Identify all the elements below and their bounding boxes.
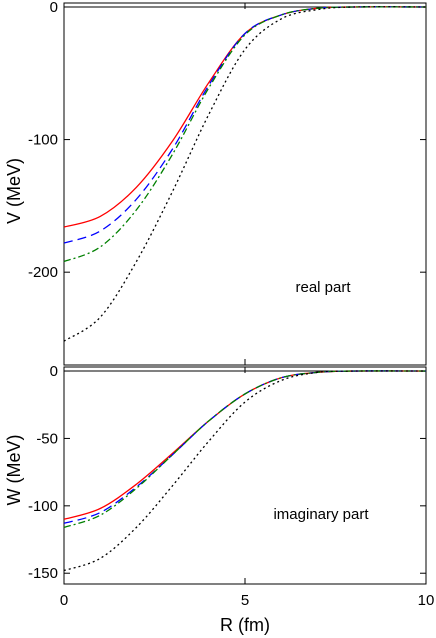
x-tick-label: 5: [241, 592, 249, 609]
y-tick-label: -100: [28, 498, 58, 515]
plot-frame: [63, 366, 427, 585]
y-tick-label: -150: [28, 565, 58, 582]
y-tick-label: 0: [50, 0, 58, 16]
y-tick-label: -200: [28, 264, 58, 281]
panel-annotation: imaginary part: [273, 506, 369, 523]
y-tick-label: -100: [28, 132, 58, 149]
x-tick-label: 10: [418, 592, 435, 609]
series-line-4: [63, 370, 427, 572]
series-line-1: [63, 6, 427, 228]
series-line-1: [63, 370, 427, 520]
series-line-3: [63, 370, 427, 529]
y-tick-label: 0: [50, 363, 58, 380]
panel-annotation: real part: [295, 279, 351, 296]
y-axis-label: W (MeV): [4, 435, 24, 506]
x-axis-label: R (fm): [220, 615, 270, 635]
series-line-2: [63, 6, 427, 244]
y-axis-label: V (MeV): [4, 158, 24, 224]
series-line-2: [63, 370, 427, 524]
plot-frame: [63, 2, 427, 366]
x-tick-label: 0: [60, 592, 68, 609]
series-line-4: [63, 6, 427, 342]
y-tick-label: -50: [36, 430, 58, 447]
series-line-3: [63, 6, 427, 263]
real-part-panel: 0 -100 -200 V (MeV) real part: [4, 0, 427, 366]
